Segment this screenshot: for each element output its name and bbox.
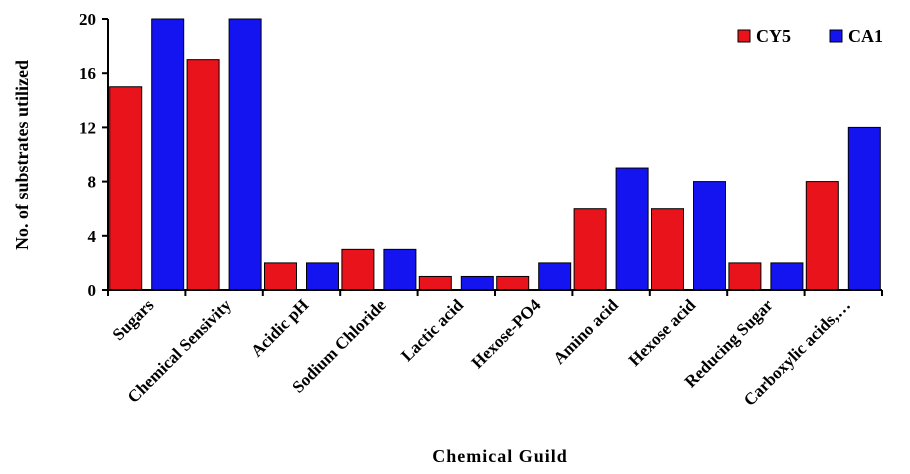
bar-cy5-1 — [186, 59, 220, 291]
x-tick-label: Lactic acid — [397, 295, 467, 365]
legend: CY5 CA1 — [737, 26, 883, 46]
bar-cy5-0 — [109, 86, 143, 291]
x-tick-label: Sugars — [109, 295, 158, 344]
bar-ca1-6 — [615, 167, 649, 291]
y-tick-label: 0 — [88, 281, 97, 300]
y-tick-label: 12 — [79, 118, 96, 137]
bar-ca1-0 — [151, 18, 185, 291]
legend-swatch-ca1 — [829, 29, 843, 43]
y-tick-label: 20 — [79, 10, 96, 29]
bar-cy5-8 — [728, 262, 762, 291]
bar-cy5-7 — [651, 208, 684, 291]
legend-label-ca1: CA1 — [848, 26, 883, 46]
bar-ca1-2 — [306, 262, 339, 291]
bar-cy5-9 — [805, 181, 839, 291]
bar-ca1-3 — [383, 248, 417, 291]
bar-ca1-4 — [460, 275, 494, 291]
y-axis-title: No. of substrates utilized — [12, 60, 32, 250]
bars-layer — [109, 18, 881, 291]
x-axis-title: Chemical Guild — [432, 446, 568, 466]
y-tick-label: 4 — [88, 227, 97, 246]
bar-ca1-9 — [847, 126, 881, 291]
y-ticks: 0 4 8 12 16 20 — [79, 10, 108, 300]
bar-ca1-5 — [538, 262, 572, 291]
x-tick-label: Acidic pH — [247, 295, 312, 360]
bar-ca1-8 — [770, 262, 804, 291]
y-tick-label: 8 — [88, 173, 97, 192]
bar-cy5-3 — [341, 248, 375, 291]
bar-cy5-5 — [496, 275, 530, 291]
y-tick-label: 16 — [79, 64, 96, 83]
x-tick-label: Amino acid — [549, 295, 622, 368]
legend-label-cy5: CY5 — [756, 26, 791, 46]
bar-ca1-7 — [693, 181, 726, 291]
axes-layer — [107, 19, 882, 291]
legend-swatch-cy5 — [737, 29, 751, 43]
bar-cy5-4 — [418, 275, 452, 291]
bar-cy5-2 — [264, 262, 297, 291]
x-tick-label: Hexose acid — [625, 295, 700, 370]
bar-cy5-6 — [573, 208, 607, 291]
bar-ca1-1 — [228, 18, 262, 291]
x-tick-label: Hexose-PO4 — [468, 295, 545, 372]
